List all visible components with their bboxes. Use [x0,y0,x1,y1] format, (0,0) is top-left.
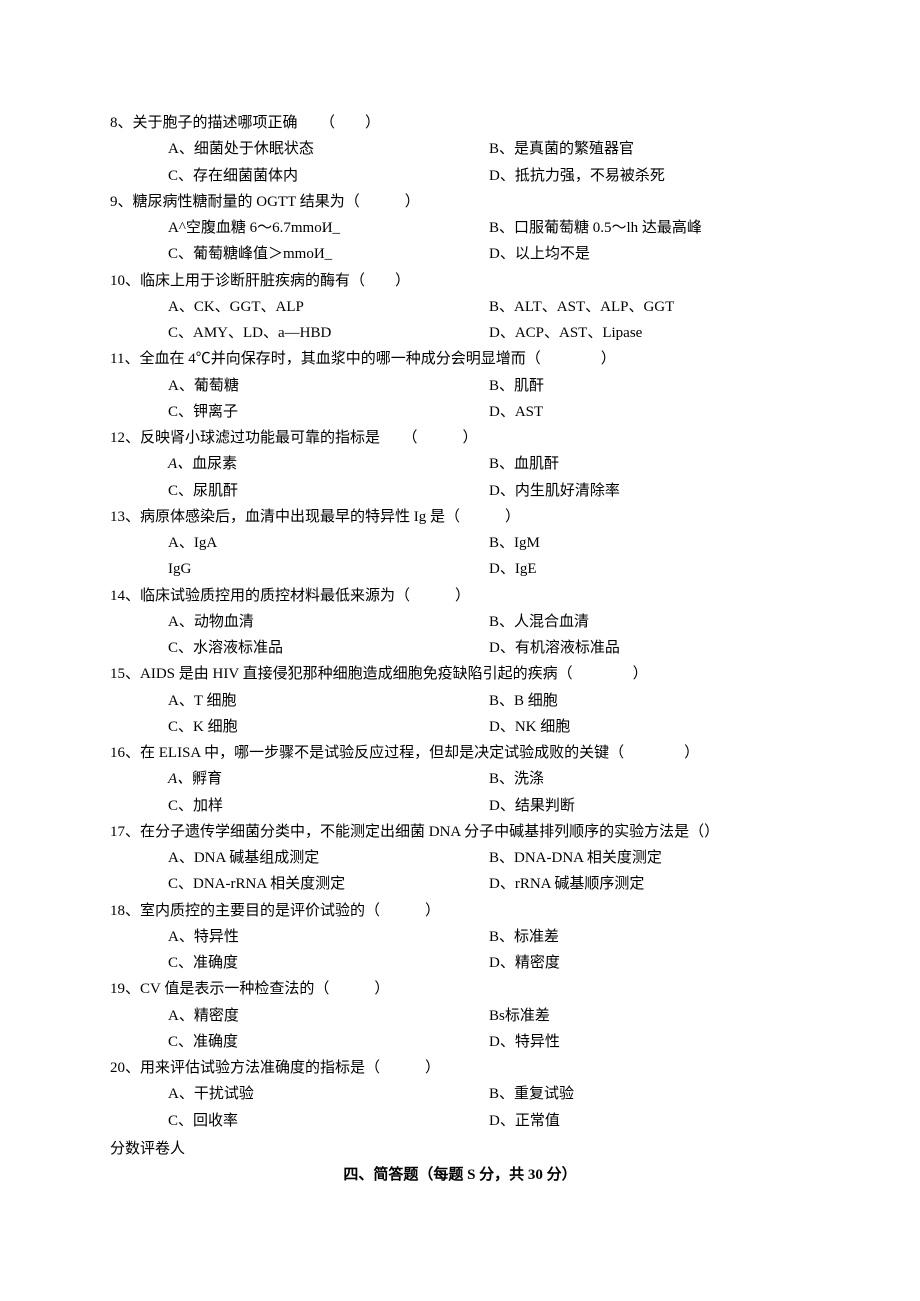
option: D、精密度 [489,950,810,976]
option: A、IgA [168,530,489,556]
option: C、存在细菌菌体内 [168,163,489,189]
option: B、人混合血清 [489,609,810,635]
option: B、ALT、AST、ALP、GGT [489,294,810,320]
option: A、干扰试验 [168,1081,489,1107]
question-stem: 11、全血在 4℃并向保存时，其血浆中的哪一种成分会明显增而（ ） [110,346,810,372]
option: D、AST [489,399,810,425]
option: C、尿肌酐 [168,478,489,504]
question-19: 19、CV 值是表示一种检查法的（ ）A、精密度Bs标准差C、准确度D、特异性 [110,976,810,1055]
question-stem: 14、临床试验质控用的质控材料最低来源为（ ） [110,583,810,609]
question-stem: 19、CV 值是表示一种检查法的（ ） [110,976,810,1002]
questions-list: 8、关于胞子的描述哪项正确 （ ）A、细菌处于休眠状态B、是真菌的繁殖器官C、存… [110,110,810,1134]
options-row: A、干扰试验B、重复试验C、回收率D、正常值 [110,1081,810,1134]
option: D、IgE [489,556,810,582]
options-row: A、血尿素B、血肌酐C、尿肌酐D、内生肌好清除率 [110,451,810,504]
option: B、洗涤 [489,766,810,792]
options-row: A、特异性B、标准差C、准确度D、精密度 [110,924,810,977]
options-row: A、孵育B、洗涤C、加样D、结果判断 [110,766,810,819]
option: D、以上均不是 [489,241,810,267]
option: A、T 细胞 [168,688,489,714]
option: C、准确度 [168,950,489,976]
question-stem: 20、用来评估试验方法准确度的指标是（ ） [110,1055,810,1081]
question-stem: 15、AIDS 是由 HIV 直接侵犯那种细胞造成细胞免疫缺陷引起的疾病（ ） [110,661,810,687]
option: D、有机溶液标准品 [489,635,810,661]
option: C、钾离子 [168,399,489,425]
option: IgG [168,556,489,582]
section-header: 分数评卷人 四、简答题（每题 S 分，共 30 分） [110,1136,810,1189]
question-14: 14、临床试验质控用的质控材料最低来源为（ ）A、动物血清B、人混合血清C、水溶… [110,583,810,662]
option: B、是真菌的繁殖器官 [489,136,810,162]
option: C、回收率 [168,1108,489,1134]
question-stem: 17、在分子遗传学细菌分类中，不能测定出细菌 DNA 分子中碱基排列顺序的实验方… [110,819,810,845]
option: D、抵抗力强，不易被杀死 [489,163,810,189]
option: A、特异性 [168,924,489,950]
question-11: 11、全血在 4℃并向保存时，其血浆中的哪一种成分会明显增而（ ）A、葡萄糖B、… [110,346,810,425]
option: B、口服葡萄糖 0.5～lh 达最高峰 [489,215,810,241]
option: A、CK、GGT、ALP [168,294,489,320]
option: A、动物血清 [168,609,489,635]
question-stem: 9、糖尿病性糖耐量的 OGTT 结果为（ ） [110,189,810,215]
options-row: A^空腹血糖 6～6.7mmoИ_B、口服葡萄糖 0.5～lh 达最高峰C、葡萄… [110,215,810,268]
options-row: A、动物血清B、人混合血清C、水溶液标准品D、有机溶液标准品 [110,609,810,662]
question-12: 12、反映肾小球滤过功能最可靠的指标是 （ ）A、血尿素B、血肌酐C、尿肌酐D、… [110,425,810,504]
question-stem: 12、反映肾小球滤过功能最可靠的指标是 （ ） [110,425,810,451]
option: A、孵育 [168,766,489,792]
option: B、重复试验 [489,1081,810,1107]
option: C、K 细胞 [168,714,489,740]
question-stem: 18、室内质控的主要目的是评价试验的（ ） [110,898,810,924]
option: A^空腹血糖 6～6.7mmoИ_ [168,215,489,241]
option: A、血尿素 [168,451,489,477]
options-row: A、T 细胞B、B 细胞C、K 细胞D、NK 细胞 [110,688,810,741]
option: D、NK 细胞 [489,714,810,740]
question-15: 15、AIDS 是由 HIV 直接侵犯那种细胞造成细胞免疫缺陷引起的疾病（ ）A… [110,661,810,740]
option: D、正常值 [489,1108,810,1134]
option: Bs标准差 [489,1003,810,1029]
question-stem: 13、病原体感染后，血清中出现最早的特异性 Ig 是（ ） [110,504,810,530]
question-stem: 16、在 ELISA 中，哪一步骤不是试验反应过程，但却是决定试验成败的关键（ … [110,740,810,766]
option: C、葡萄糖峰值＞mmoИ_ [168,241,489,267]
question-16: 16、在 ELISA 中，哪一步骤不是试验反应过程，但却是决定试验成败的关键（ … [110,740,810,819]
option: A、DNA 碱基组成测定 [168,845,489,871]
question-stem: 10、临床上用于诊断肝脏疾病的酶有（ ） [110,268,810,294]
option: D、ACP、AST、Lipase [489,320,810,346]
question-9: 9、糖尿病性糖耐量的 OGTT 结果为（ ）A^空腹血糖 6～6.7mmoИ_B… [110,189,810,268]
option: A、葡萄糖 [168,373,489,399]
question-18: 18、室内质控的主要目的是评价试验的（ ）A、特异性B、标准差C、准确度D、精密… [110,898,810,977]
options-row: A、精密度Bs标准差C、准确度D、特异性 [110,1003,810,1056]
question-17: 17、在分子遗传学细菌分类中，不能测定出细菌 DNA 分子中碱基排列顺序的实验方… [110,819,810,898]
question-10: 10、临床上用于诊断肝脏疾病的酶有（ ）A、CK、GGT、ALPB、ALT、AS… [110,268,810,347]
option: D、内生肌好清除率 [489,478,810,504]
options-row: A、DNA 碱基组成测定B、DNA-DNA 相关度测定C、DNA-rRNA 相关… [110,845,810,898]
section-title: 四、简答题（每题 S 分，共 30 分） [110,1162,810,1188]
option: C、水溶液标准品 [168,635,489,661]
question-8: 8、关于胞子的描述哪项正确 （ ）A、细菌处于休眠状态B、是真菌的繁殖器官C、存… [110,110,810,189]
option: B、血肌酐 [489,451,810,477]
option: B、标准差 [489,924,810,950]
options-row: A、CK、GGT、ALPB、ALT、AST、ALP、GGTC、AMY、LD、a—… [110,294,810,347]
question-stem: 8、关于胞子的描述哪项正确 （ ） [110,110,810,136]
option: D、特异性 [489,1029,810,1055]
options-row: A、葡萄糖B、肌酐C、钾离子D、AST [110,373,810,426]
option: C、加样 [168,793,489,819]
option: C、准确度 [168,1029,489,1055]
option: B、肌酐 [489,373,810,399]
option: A、细菌处于休眠状态 [168,136,489,162]
option: C、AMY、LD、a—HBD [168,320,489,346]
options-row: A、细菌处于休眠状态B、是真菌的繁殖器官C、存在细菌菌体内D、抵抗力强，不易被杀… [110,136,810,189]
option: B、B 细胞 [489,688,810,714]
option: D、rRNA 碱基顺序测定 [489,871,810,897]
option: B、IgM [489,530,810,556]
score-reviewer-label: 分数评卷人 [110,1136,810,1162]
options-row: A、IgAB、IgMIgGD、IgE [110,530,810,583]
question-20: 20、用来评估试验方法准确度的指标是（ ）A、干扰试验B、重复试验C、回收率D、… [110,1055,810,1134]
option: B、DNA-DNA 相关度测定 [489,845,810,871]
option: C、DNA-rRNA 相关度测定 [168,871,489,897]
option: D、结果判断 [489,793,810,819]
question-13: 13、病原体感染后，血清中出现最早的特异性 Ig 是（ ）A、IgAB、IgMI… [110,504,810,583]
option: A、精密度 [168,1003,489,1029]
